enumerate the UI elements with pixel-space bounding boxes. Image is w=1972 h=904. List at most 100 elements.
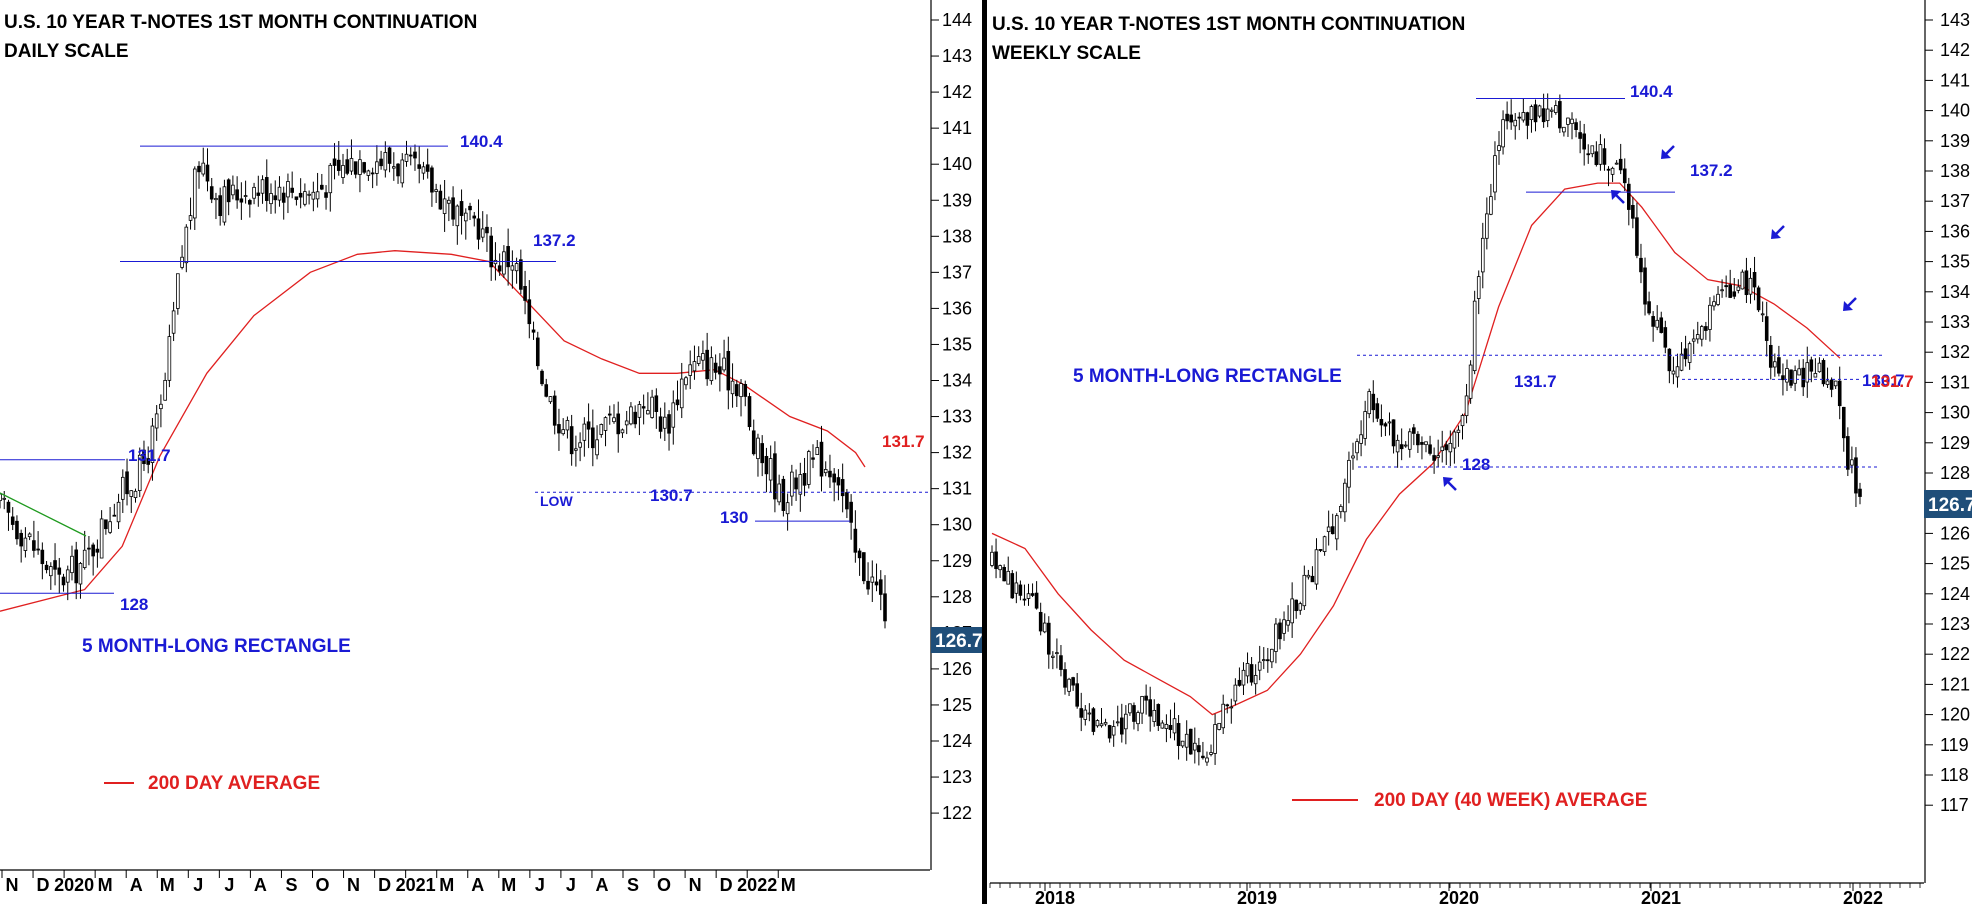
x-tick-label: J (535, 875, 545, 895)
x-tick-label: O (315, 875, 329, 895)
candle (557, 408, 561, 451)
candle (565, 416, 570, 439)
candle (713, 354, 718, 380)
y-tick-label: 131 (1940, 372, 1970, 392)
y-tick-label: 120 (1940, 705, 1970, 725)
candle (1472, 290, 1477, 375)
candle (1055, 638, 1059, 669)
candle (709, 346, 714, 385)
y-tick-label: 135 (1940, 252, 1970, 272)
candle (1675, 353, 1680, 388)
candle (510, 250, 515, 289)
candle (472, 211, 477, 227)
candle (535, 331, 540, 370)
candle (252, 182, 256, 205)
candle (0, 492, 2, 509)
candle (434, 183, 438, 204)
candle (1712, 295, 1716, 311)
candle (1278, 618, 1282, 650)
candle (1566, 117, 1570, 137)
candle (171, 301, 176, 342)
candle (417, 146, 422, 184)
candle (582, 417, 587, 457)
candle (205, 148, 210, 192)
candle (1180, 740, 1185, 749)
candle (1010, 570, 1015, 599)
candle (1643, 257, 1647, 316)
candle (260, 175, 265, 204)
daily-y-axis: 1221231241251261271281291301311321331341… (930, 0, 972, 870)
candle (1505, 101, 1509, 130)
y-tick-label: 140 (942, 154, 972, 174)
level-label: 131.7 (128, 446, 171, 465)
candle (1330, 513, 1335, 535)
candle (23, 527, 28, 558)
candle (273, 180, 278, 214)
candle (751, 419, 756, 456)
candle (269, 183, 273, 214)
y-tick-label: 130 (1940, 403, 1970, 423)
candle (341, 153, 345, 184)
daily-candles (0, 139, 887, 629)
candle (27, 532, 32, 541)
candle (798, 462, 803, 512)
y-tick-label: 137 (1940, 191, 1970, 211)
candle (167, 324, 172, 388)
daily-x-axis: N D 2020 M A M J J A S O N D 2021 M A M J J A S O N D 2022 M (0, 869, 930, 895)
level-label: 128 (120, 595, 148, 614)
candle (455, 204, 460, 245)
candle (1391, 419, 1396, 454)
candle (1777, 345, 1781, 377)
candle (104, 519, 108, 535)
candle (1111, 720, 1116, 747)
candle (1497, 131, 1501, 165)
candle (747, 392, 752, 431)
candle (1237, 667, 1242, 687)
y-tick-label: 117 (1940, 795, 1969, 815)
candle (222, 179, 227, 226)
x-tick-label: A (471, 875, 484, 895)
candle (692, 345, 697, 380)
candle (44, 561, 49, 574)
candle (1837, 366, 1842, 420)
candle (6, 499, 11, 531)
candle (1022, 584, 1027, 606)
candle (1172, 702, 1177, 741)
candle (226, 178, 231, 216)
candle (294, 196, 299, 206)
weekly-levels: 140.4 137.2 131.7 130.7 128 (1357, 82, 1905, 474)
candle (599, 423, 604, 438)
candle (370, 167, 375, 189)
candle (1825, 367, 1830, 389)
candle (1395, 434, 1400, 468)
candle (658, 407, 663, 439)
candle (1748, 267, 1753, 304)
candle (1188, 728, 1193, 755)
candle (552, 390, 557, 435)
candle (1464, 383, 1469, 424)
candle (548, 396, 553, 404)
candle (188, 197, 193, 230)
candle (192, 166, 197, 231)
x-tick-label: 2021 (1641, 888, 1681, 904)
candle (1760, 301, 1765, 322)
candle (290, 171, 294, 199)
candle (760, 435, 765, 477)
candle (1525, 111, 1530, 140)
candle (1412, 423, 1416, 446)
candle (497, 253, 502, 276)
daily-last-price-box (931, 627, 987, 653)
x-tick-label: M (98, 875, 113, 895)
arrow-up-left-icon (1611, 190, 1625, 204)
candle (1752, 256, 1757, 301)
candle (1732, 277, 1737, 300)
candle (1846, 427, 1850, 477)
candle (176, 273, 180, 315)
candle (641, 394, 646, 425)
candle (1282, 611, 1286, 641)
candle (99, 510, 104, 559)
daily-chart-title: U.S. 10 YEAR T-NOTES 1ST MONTH CONTINUAT… (4, 12, 477, 33)
y-tick-label: 123 (1940, 614, 1970, 634)
candle (231, 175, 235, 200)
candle (235, 176, 239, 209)
